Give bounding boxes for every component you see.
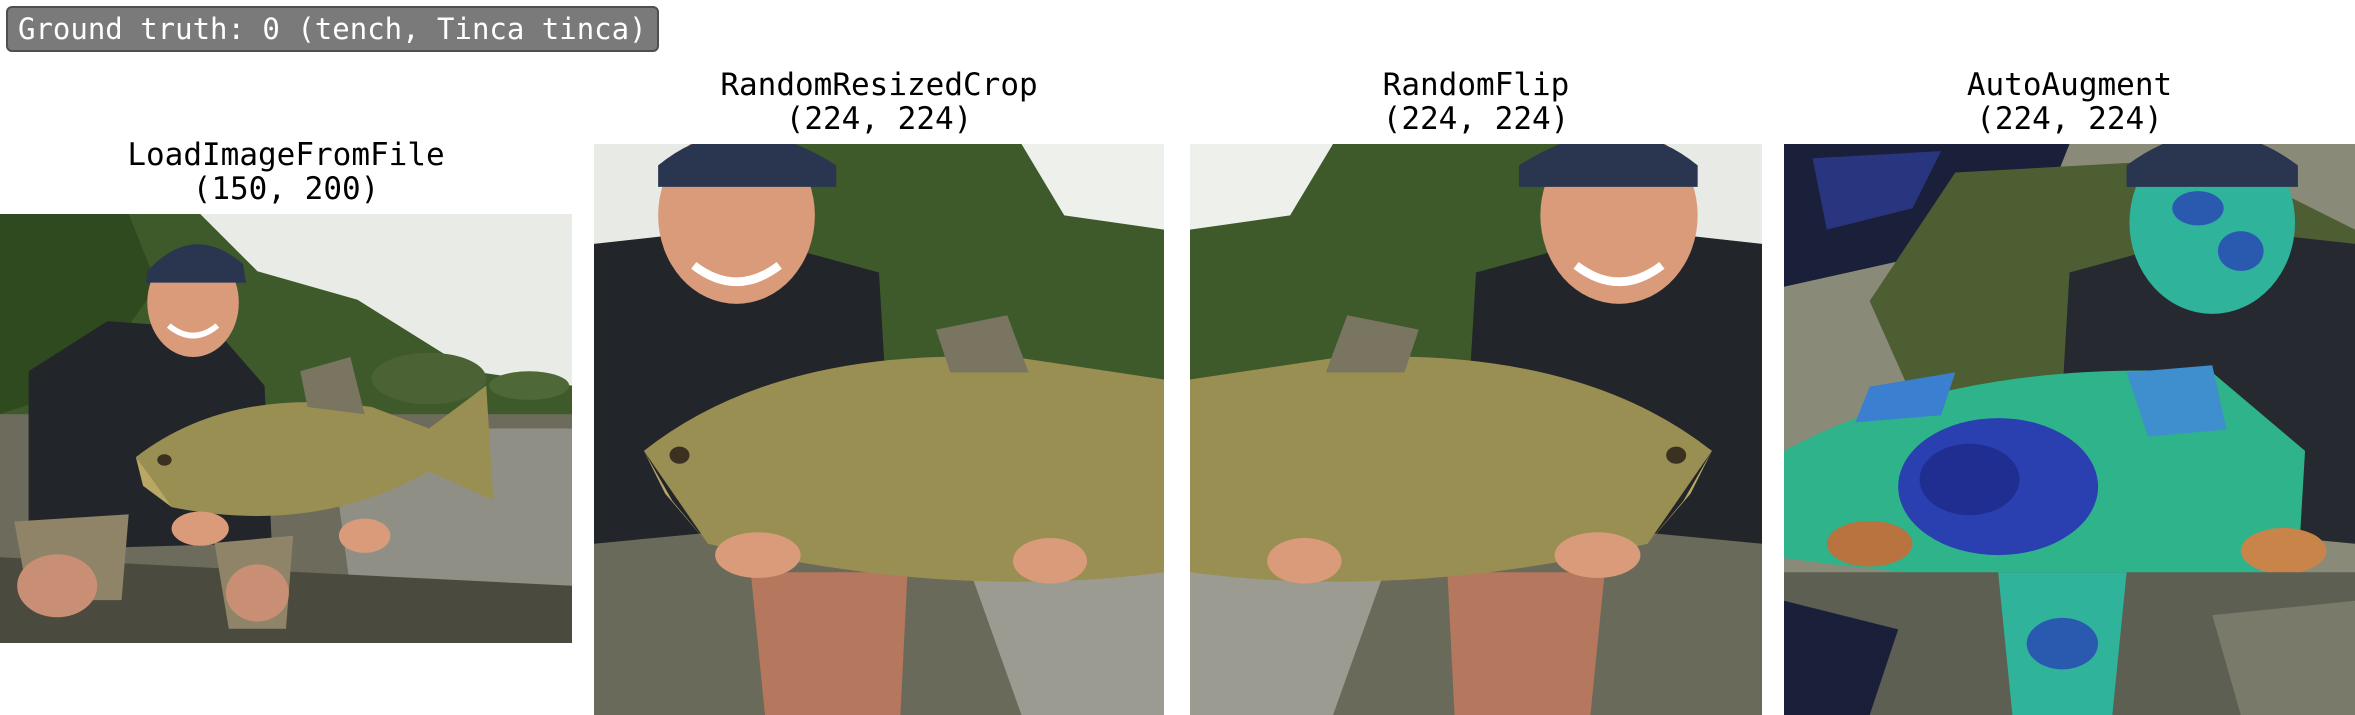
ground-truth-badge: Ground truth: 0 (tench, Tinca tinca) [6,6,659,52]
panel-shape: (224, 224) [1976,101,2163,137]
panel-shape: (224, 224) [1382,101,1570,137]
panel-title-loadimagefromfile: LoadImageFromFile (150, 200) [0,138,572,206]
panel-title-randomresizedcrop: RandomResizedCrop (224, 224) [594,68,1164,136]
image-autoaugment [1784,144,2355,715]
panel-name: RandomResizedCrop [720,67,1038,103]
panel-name: LoadImageFromFile [127,137,445,173]
image-randomresizedcrop [594,144,1164,715]
panel-title-randomflip: RandomFlip (224, 224) [1190,68,1762,136]
image-randomflip [1190,144,1762,715]
panel-name: AutoAugment [1966,67,2173,103]
panel-name: RandomFlip [1382,67,1570,103]
panel-shape: (150, 200) [192,171,380,207]
panel-title-autoaugment: AutoAugment (224, 224) [1784,68,2355,136]
image-loadimagefromfile [0,214,572,643]
panel-shape: (224, 224) [785,101,973,137]
